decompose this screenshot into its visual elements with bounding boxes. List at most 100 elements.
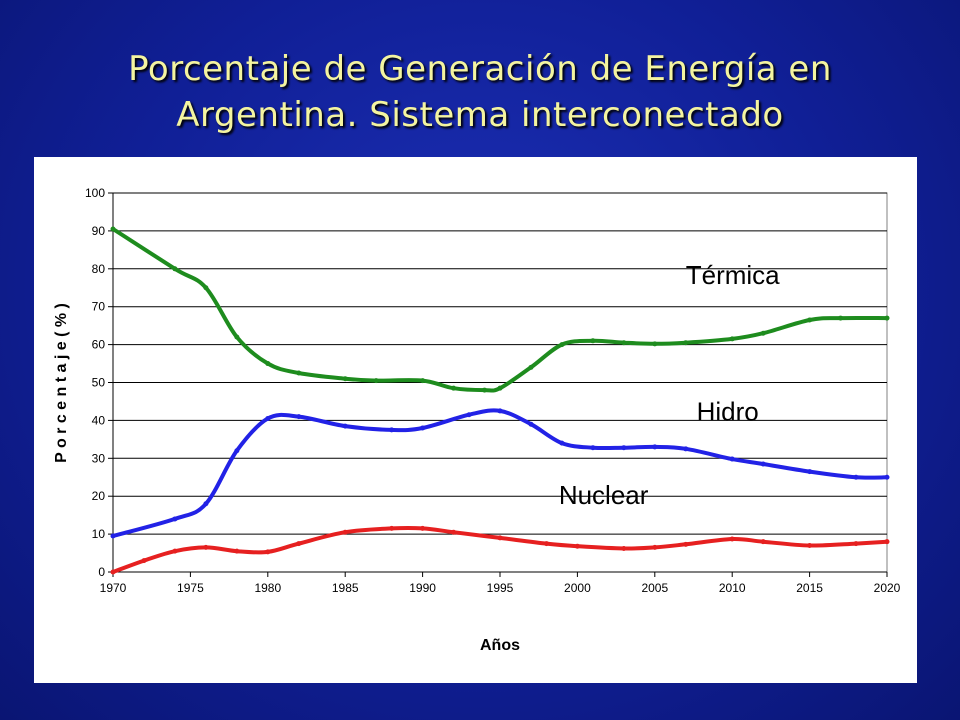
x-tick-label: 1995 bbox=[487, 581, 514, 595]
data-point-termica bbox=[729, 336, 735, 342]
data-point-nuclear bbox=[141, 558, 147, 564]
data-point-hidro bbox=[265, 416, 271, 422]
data-point-hidro bbox=[234, 448, 240, 454]
data-point-termica bbox=[528, 364, 534, 370]
data-point-termica bbox=[172, 266, 178, 272]
data-point-hidro bbox=[590, 445, 596, 451]
data-point-hidro bbox=[729, 456, 735, 462]
data-point-nuclear bbox=[342, 529, 348, 535]
series-label-hidro: Hidro bbox=[697, 396, 759, 426]
data-point-termica bbox=[110, 226, 116, 232]
x-tick-label: 2020 bbox=[874, 581, 901, 595]
y-tick-label: 10 bbox=[92, 527, 106, 541]
data-point-termica bbox=[838, 315, 844, 321]
data-point-hidro bbox=[389, 427, 395, 433]
data-point-termica bbox=[621, 340, 627, 346]
y-axis-title: P o r c e n t a j e ( % ) bbox=[53, 303, 70, 463]
data-point-hidro bbox=[497, 408, 503, 414]
data-point-termica bbox=[884, 315, 890, 321]
data-point-hidro bbox=[884, 474, 890, 480]
series-lines bbox=[110, 226, 890, 575]
x-tick-label: 1980 bbox=[254, 581, 281, 595]
slide-title: Porcentaje de Generación de Energía en A… bbox=[0, 46, 960, 138]
axes bbox=[108, 192, 888, 577]
data-point-hidro bbox=[342, 423, 348, 429]
data-point-hidro bbox=[807, 469, 813, 475]
data-point-termica bbox=[590, 338, 596, 344]
data-point-termica bbox=[559, 342, 565, 348]
gridlines bbox=[113, 192, 887, 535]
data-point-nuclear bbox=[497, 535, 503, 541]
x-tick-label: 2000 bbox=[564, 581, 591, 595]
y-tick-label: 80 bbox=[92, 262, 106, 276]
y-tick-label: 70 bbox=[92, 300, 106, 314]
data-point-hidro bbox=[621, 445, 627, 451]
data-point-termica bbox=[451, 385, 457, 391]
series-label-nuclear: Nuclear bbox=[559, 480, 649, 510]
data-point-nuclear bbox=[760, 539, 766, 545]
data-point-nuclear bbox=[683, 541, 689, 547]
data-point-nuclear bbox=[265, 549, 271, 555]
data-point-nuclear bbox=[420, 525, 426, 531]
data-point-nuclear bbox=[807, 542, 813, 548]
y-tick-label: 50 bbox=[92, 376, 106, 390]
series-termica bbox=[110, 226, 890, 393]
slide-title-line-1: Porcentaje de Generación de Energía en bbox=[128, 49, 832, 89]
data-point-nuclear bbox=[234, 548, 240, 554]
y-tick-label: 20 bbox=[92, 489, 106, 503]
y-tick-label: 30 bbox=[92, 451, 106, 465]
data-point-nuclear bbox=[574, 543, 580, 549]
data-point-nuclear bbox=[729, 536, 735, 542]
data-point-termica bbox=[203, 285, 209, 291]
y-tick-labels: 0 10 20 30 40 50 60 70 80 90 100 bbox=[85, 186, 105, 579]
y-tick-label: 60 bbox=[92, 338, 106, 352]
series-line-nuclear bbox=[111, 525, 889, 574]
data-point-termica bbox=[234, 334, 240, 340]
data-point-termica bbox=[497, 385, 503, 391]
data-point-nuclear bbox=[543, 541, 549, 547]
data-point-hidro bbox=[853, 474, 859, 480]
data-point-nuclear bbox=[652, 544, 658, 550]
series-hidro bbox=[110, 408, 890, 539]
series-label-termica: Térmica bbox=[686, 260, 780, 290]
data-point-nuclear bbox=[203, 544, 209, 550]
data-point-hidro bbox=[110, 533, 116, 539]
x-tick-label: 2005 bbox=[641, 581, 668, 595]
x-tick-label: 1975 bbox=[177, 581, 204, 595]
data-point-termica bbox=[652, 341, 658, 347]
chart-panel: 0 10 20 30 40 50 60 70 80 90 100 1970 1975 1980 1985 1… bbox=[34, 157, 917, 683]
y-tick-label: 40 bbox=[92, 413, 106, 427]
series-nuclear bbox=[110, 525, 890, 575]
x-tick-labels: 1970 1975 1980 1985 1990 1995 2000 2005 2010 2015… bbox=[100, 581, 901, 595]
data-point-nuclear bbox=[451, 529, 457, 535]
data-point-termica bbox=[807, 317, 813, 323]
x-tick-label: 1985 bbox=[332, 581, 359, 595]
x-axis-title: Años bbox=[480, 637, 520, 654]
x-tick-label: 1970 bbox=[100, 581, 127, 595]
data-point-hidro bbox=[420, 425, 426, 431]
data-point-nuclear bbox=[172, 548, 178, 554]
series-annotations: Térmica Hidro Nuclear bbox=[559, 260, 780, 510]
data-point-nuclear bbox=[853, 541, 859, 547]
data-point-nuclear bbox=[389, 525, 395, 531]
data-point-termica bbox=[265, 361, 271, 367]
y-tick-label: 90 bbox=[92, 224, 106, 238]
data-point-termica bbox=[760, 330, 766, 336]
data-point-termica bbox=[683, 340, 689, 346]
data-point-hidro bbox=[760, 461, 766, 467]
x-tick-label: 2010 bbox=[719, 581, 746, 595]
series-line-hidro bbox=[111, 408, 889, 538]
data-point-nuclear bbox=[884, 539, 890, 545]
y-tick-label: 100 bbox=[85, 186, 105, 200]
x-tick-label: 2015 bbox=[796, 581, 823, 595]
data-point-nuclear bbox=[621, 546, 627, 552]
data-point-hidro bbox=[296, 414, 302, 420]
data-point-nuclear bbox=[110, 569, 116, 575]
x-tick-label: 1990 bbox=[409, 581, 436, 595]
data-point-hidro bbox=[559, 440, 565, 446]
data-point-hidro bbox=[683, 446, 689, 452]
data-point-hidro bbox=[466, 412, 472, 418]
data-point-hidro bbox=[203, 501, 209, 507]
data-point-termica bbox=[420, 378, 426, 384]
